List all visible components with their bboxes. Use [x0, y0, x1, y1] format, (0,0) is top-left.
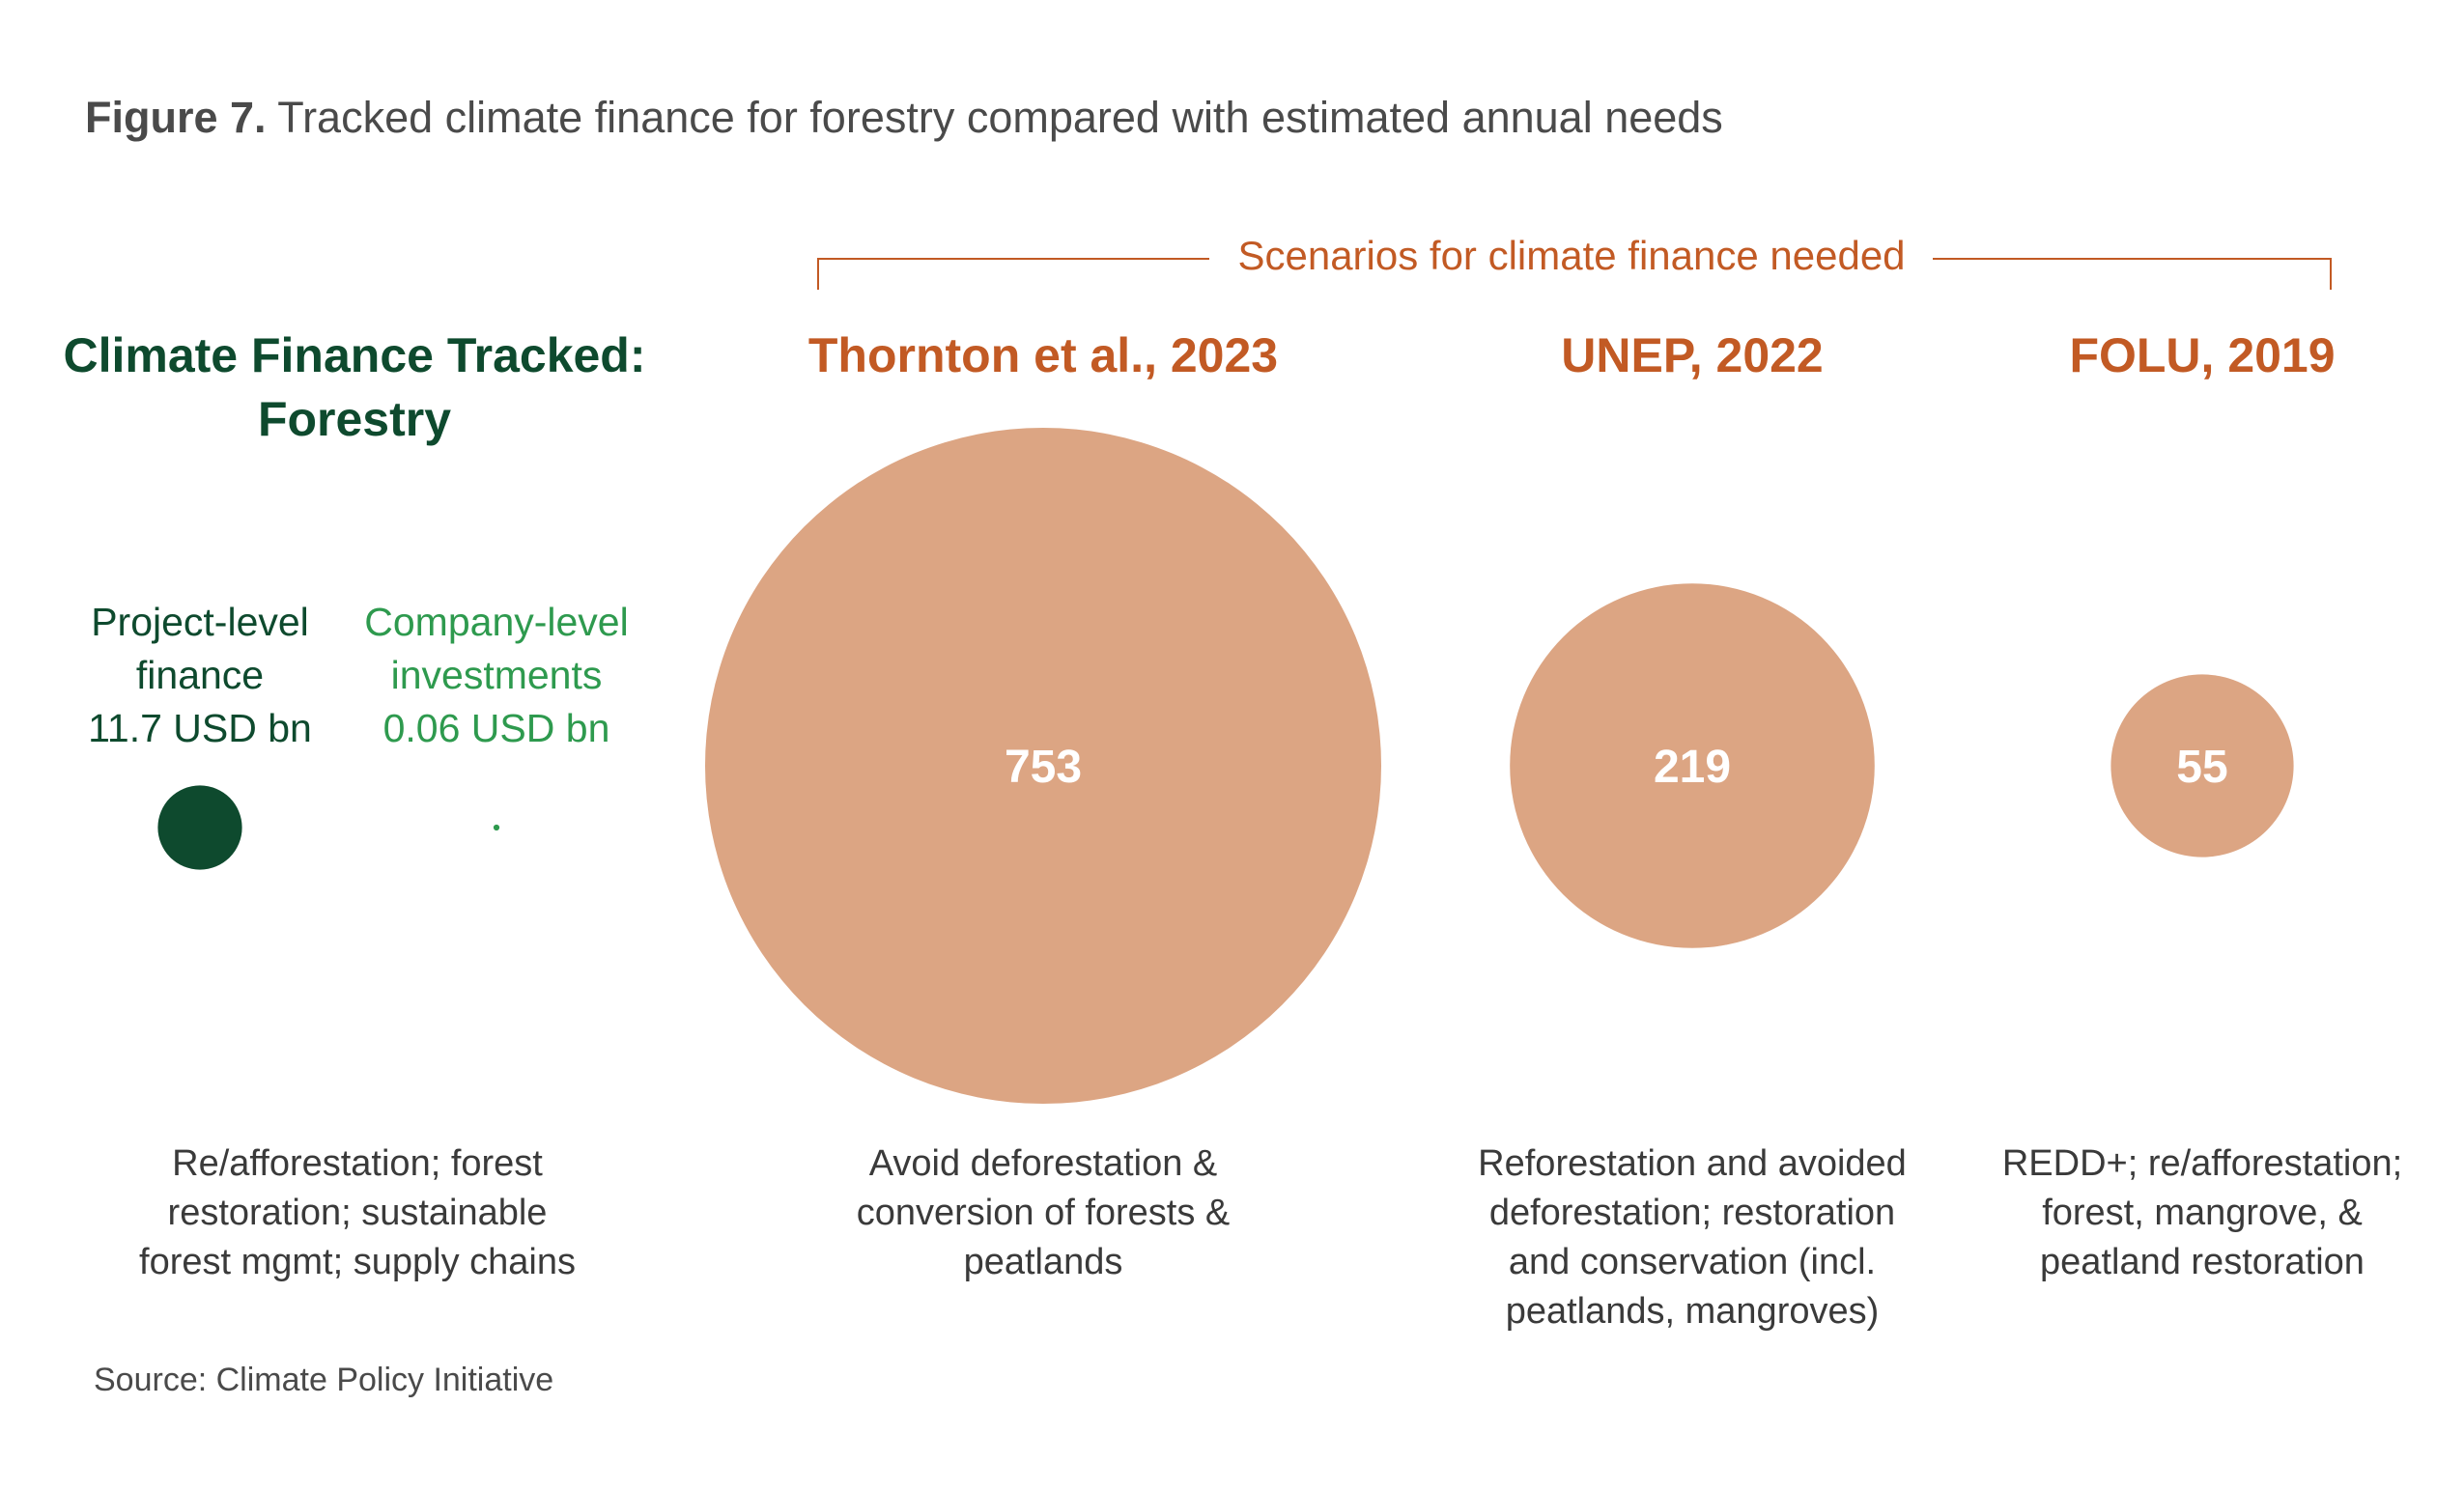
project-level-line1: Project-level: [91, 600, 309, 644]
figure-title: Figure 7. Tracked climate finance for fo…: [85, 93, 1723, 143]
company-level-bubble: [493, 824, 500, 831]
unep-desc-line3: and conservation (incl.: [1508, 1242, 1877, 1282]
project-level-line2: finance: [135, 653, 265, 697]
scenarios-bracket-right: [1933, 258, 2332, 290]
thornton-bubble-value: 753: [1005, 742, 1082, 793]
unep-bubble: [1510, 583, 1875, 948]
thornton-description: Avoid deforestation & conversion of fore…: [857, 1139, 1231, 1287]
unep-desc-line4: peatlands, mangroves): [1505, 1291, 1880, 1332]
tracked-desc-line1: Re/afforestation; forest: [172, 1143, 543, 1184]
thornton-bubble: [705, 428, 1381, 1104]
scenario-heading-unep: UNEP, 2022: [1561, 328, 1824, 382]
tracked-heading-line2: Forestry: [257, 392, 452, 446]
folu-desc-line2: forest, mangrove, &: [2042, 1193, 2363, 1233]
unep-desc-line1: Reforestation and avoided: [1478, 1143, 1907, 1184]
tracked-description: Re/afforestation; forest restoration; su…: [139, 1139, 576, 1287]
project-level-bubble: [157, 785, 242, 870]
project-level-label: Project-level finance 11.7 USD bn: [88, 596, 312, 755]
figure-title-text: Tracked climate finance for forestry com…: [277, 93, 1723, 142]
scenarios-label: Scenarios for climate finance needed: [1237, 233, 1906, 278]
source-note: Source: Climate Policy Initiative: [94, 1362, 554, 1398]
scenario-heading-thornton: Thornton et al., 2023: [807, 328, 1279, 382]
tracked-heading: Climate Finance Tracked: Forestry: [63, 323, 645, 451]
tracked-heading-line1: Climate Finance Tracked:: [63, 328, 646, 382]
company-level-value: 0.06 USD bn: [382, 706, 610, 750]
unep-description: Reforestation and avoided deforestation;…: [1478, 1139, 1907, 1336]
company-level-label: Company-level investments 0.06 USD bn: [364, 596, 628, 755]
folu-bubble-value: 55: [2176, 742, 2227, 793]
tracked-desc-line3: forest mgmt; supply chains: [139, 1242, 576, 1282]
folu-desc-line3: peatland restoration: [2040, 1242, 2365, 1282]
thornton-desc-line2: conversion of forests &: [856, 1193, 1231, 1233]
scenarios-bracket-left: [817, 258, 1209, 290]
figure-label: Figure 7.: [85, 93, 267, 142]
project-level-value: 11.7 USD bn: [88, 706, 312, 750]
tracked-desc-line2: restoration; sustainable: [167, 1193, 548, 1233]
bubbles-group: 753 219 55: [157, 428, 2294, 1104]
unep-desc-line2: deforestation; restoration: [1488, 1193, 1896, 1233]
company-level-line2: investments: [390, 653, 603, 697]
unep-bubble-value: 219: [1654, 742, 1731, 793]
thornton-desc-line1: Avoid deforestation &: [868, 1143, 1218, 1184]
folu-desc-line1: REDD+; re/afforestation;: [2001, 1143, 2403, 1184]
folu-description: REDD+; re/afforestation; forest, mangrov…: [2002, 1139, 2402, 1287]
thornton-desc-line3: peatlands: [963, 1242, 1123, 1282]
scenario-heading-folu: FOLU, 2019: [2069, 328, 2336, 382]
folu-bubble: [2110, 674, 2294, 857]
company-level-line1: Company-level: [364, 600, 629, 644]
